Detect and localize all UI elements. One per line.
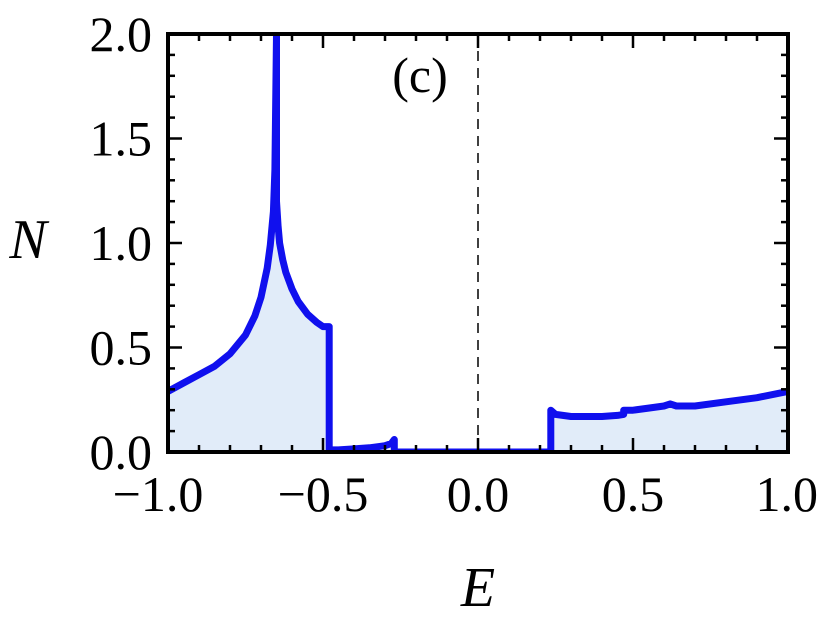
y-tick-label: 1.0 [90, 215, 153, 271]
y-tick-label: 1.5 [90, 111, 153, 167]
y-axis-label: N [8, 209, 49, 271]
y-tick-label: 0.5 [90, 320, 153, 376]
panel-label: (c) [392, 47, 448, 103]
x-tick-label: 0.0 [447, 466, 510, 522]
tick-marks-layer [166, 32, 790, 454]
x-tick-label: 1.0 [756, 466, 819, 522]
series-line [168, 34, 788, 452]
y-tick-label: 2.0 [90, 6, 153, 62]
area-fill [168, 34, 788, 452]
area-fill-layer [168, 34, 788, 452]
x-tick-label: −1.0 [113, 466, 204, 522]
x-tick-label: −0.5 [278, 466, 369, 522]
y-tick-labels: 0.0 0.5 1.0 1.5 2.0 [90, 6, 153, 480]
series-line-layer [168, 34, 788, 452]
y-tick-label: 0.0 [90, 424, 153, 480]
x-tick-labels: −1.0 −0.5 0.0 0.5 1.0 [113, 466, 818, 522]
x-tick-label: 0.5 [602, 466, 665, 522]
x-axis-label: E [460, 557, 495, 619]
